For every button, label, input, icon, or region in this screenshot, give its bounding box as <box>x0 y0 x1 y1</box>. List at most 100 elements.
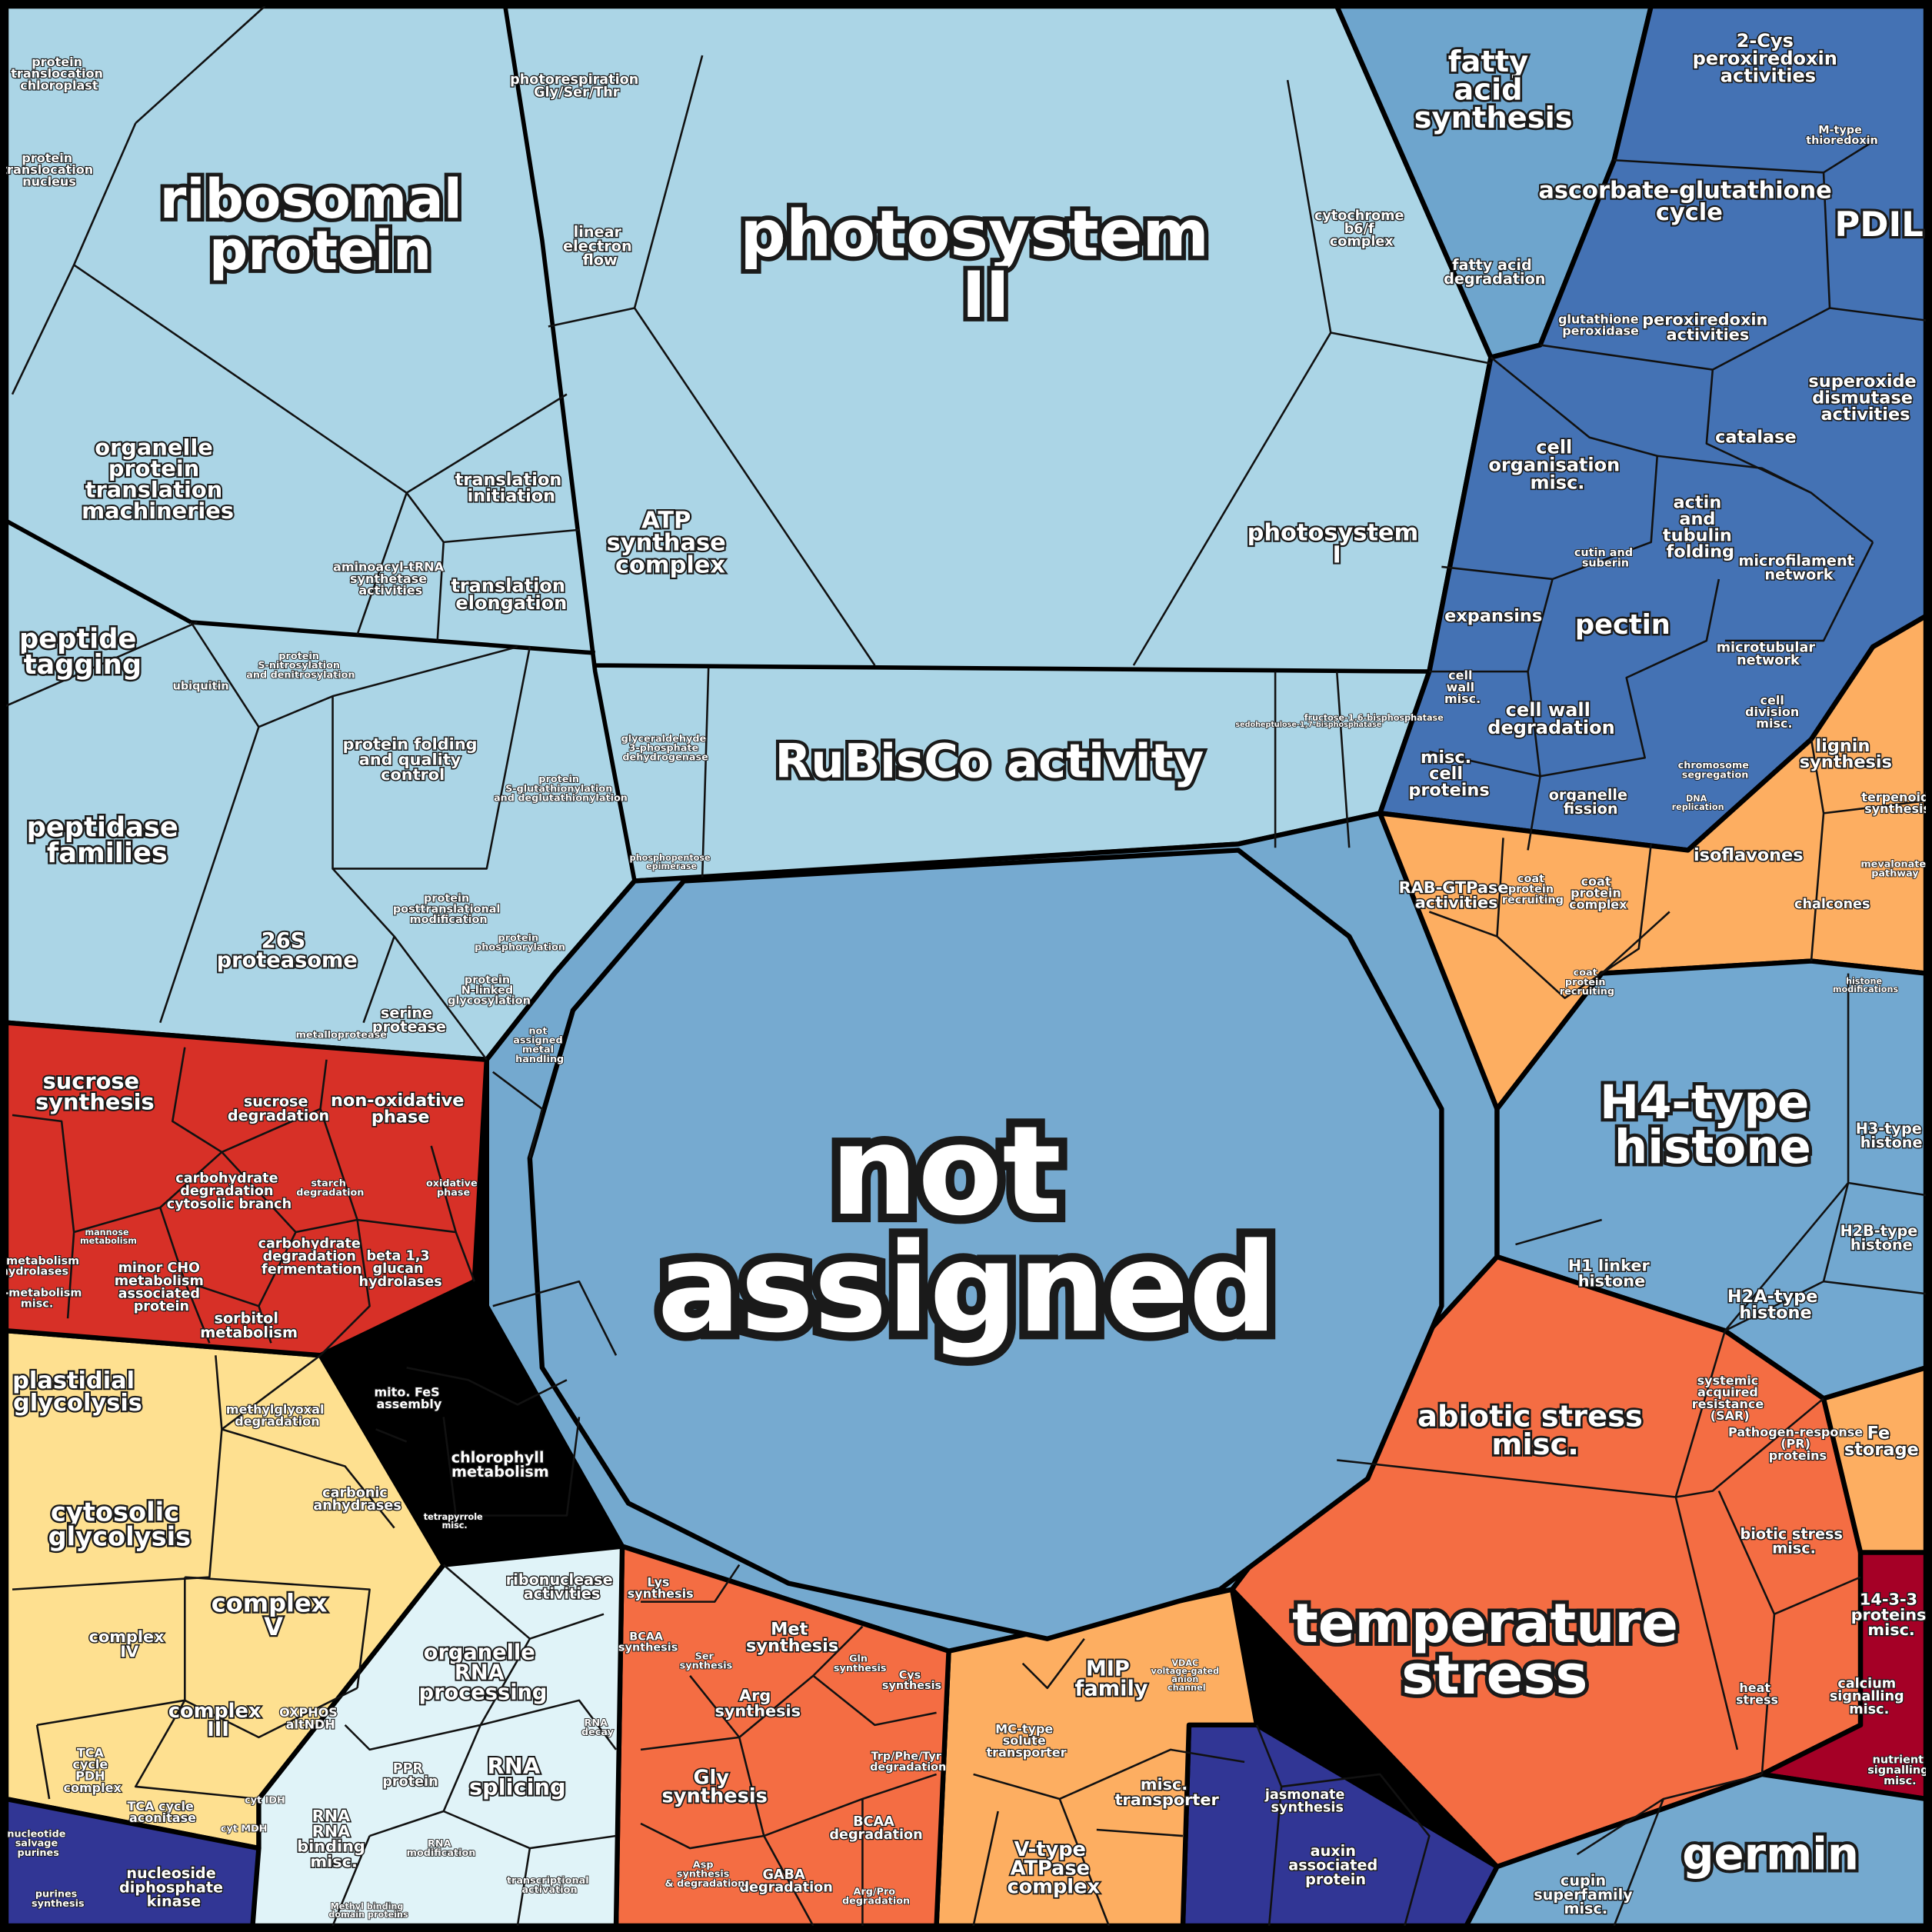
cell-label: M-type thioredoxin <box>1806 124 1878 147</box>
cell-label: ATP synthase complex <box>607 507 734 578</box>
cell-label: protein posttranslational modification <box>393 893 505 926</box>
cell-label: ribosomal protein <box>160 167 481 281</box>
cell-label: MIP family <box>1075 1657 1148 1700</box>
cell-label: catalase <box>1715 427 1797 447</box>
cell-edge <box>1428 739 1927 999</box>
cell-label: nutrient signalling misc. <box>1867 1754 1932 1787</box>
cell-label: carbohydrate degradation fermentation <box>258 1236 365 1277</box>
cell-label: calcium signalling misc. <box>1830 1676 1909 1717</box>
cell-edge <box>331 1564 618 1927</box>
cell-label: BCAA synthesis <box>618 1631 678 1654</box>
cell-label: carbonic anhydrases <box>313 1485 401 1514</box>
cell-label: Cys synthesis <box>882 1669 941 1692</box>
cell-label: peptidase families <box>27 811 188 868</box>
cell-label: microfilament network <box>1738 551 1859 583</box>
cell-label: cutin and suberin <box>1574 547 1637 570</box>
cell-label: organelle fission <box>1549 785 1633 817</box>
cell-label: fructose-1,6-bisphosphatase <box>1304 713 1444 723</box>
cell-label: germin <box>1682 1827 1859 1880</box>
cell-label: terpenoid synthesis <box>1861 789 1932 815</box>
section-edge <box>0 5 1430 881</box>
cell-label: temperature stress <box>1292 1591 1697 1706</box>
cell-label: cell division misc. <box>1745 692 1804 730</box>
cell-edge <box>972 1637 1245 1927</box>
cell-label: protein translocation nucleus <box>1 150 97 188</box>
cell-edge <box>1515 973 1927 1332</box>
cell-label: RuBisCo activity <box>775 734 1204 788</box>
cell-label: glyceraldehyde 3-phosphate dehydrogenase <box>621 733 710 763</box>
cell-label: Ser synthesis <box>680 1651 733 1671</box>
cell-label: complex V <box>212 1589 336 1641</box>
cell-label: not assigned metal handling <box>513 1025 566 1065</box>
cell-label: C1-metabolism hydrolases <box>0 1255 83 1278</box>
cell-label: H2B-type histone <box>1840 1221 1923 1253</box>
cell-label: superoxide dismutase activities <box>1808 371 1922 425</box>
cell-label: linear electron flow <box>563 223 637 269</box>
cell-label: Pathogen-response (PR) proteins <box>1728 1424 1867 1462</box>
cell-label: PPR protein <box>382 1761 438 1790</box>
cell-label: plastidial glycolysis <box>12 1367 143 1416</box>
cell-label: mito. FeS assembly <box>374 1384 444 1411</box>
cell-label: chromosome segregation <box>1678 760 1753 781</box>
cell-label: metalloprotease <box>296 1029 388 1041</box>
cell-edge <box>12 1047 475 1357</box>
cell-label: BCAA degradation <box>829 1814 922 1843</box>
cell-label: protein S-glutathionylation and deglutat… <box>494 774 628 804</box>
cell-label: ribonuclease activities <box>506 1571 618 1602</box>
cell-edge <box>375 1071 618 1517</box>
cell-label: GABA degradation <box>739 1867 832 1896</box>
cell-label: RNA splicing <box>469 1753 566 1800</box>
cell-label: microtubular network <box>1717 640 1820 668</box>
cell-label: 14-3-3 proteins misc. <box>1851 1590 1932 1639</box>
cell-label: organelle protein translation machinerie… <box>82 435 234 524</box>
cell-label: cell wall misc. <box>1444 668 1481 705</box>
cell-label: Arg synthesis <box>715 1687 801 1720</box>
cell-label: protein folding and quality control <box>343 735 483 784</box>
cell-label: sorbitol metabolism <box>200 1309 298 1341</box>
cell-label: H1 linker histone <box>1568 1257 1655 1291</box>
cell-label: MC-type solute transporter <box>986 1721 1066 1759</box>
cell-label: sucrose synthesis <box>35 1068 155 1114</box>
cell-label: VDAC voltage-gated anion channel <box>1151 1658 1222 1693</box>
cell-label: misc. cell proteins <box>1408 747 1489 800</box>
cell-label: not assigned <box>658 1099 1277 1360</box>
cell-label: auxin associated protein <box>1288 1842 1383 1888</box>
cell-label: cell wall degradation <box>1487 699 1614 738</box>
cell-label: jasmonate synthesis <box>1264 1787 1350 1816</box>
cell-label: Lys synthesis <box>628 1574 694 1601</box>
cell-label: Arg/Pro degradation <box>842 1886 910 1907</box>
cell-label: cupin superfamily misc. <box>1534 1871 1637 1917</box>
cell-edge <box>1255 1724 1763 1927</box>
cell-edge <box>1429 141 1927 851</box>
cell-label: transcriptional activation <box>507 1875 592 1896</box>
cell-label: cyt IDH <box>245 1794 285 1806</box>
cell-label: peroxiredoxin activities <box>1642 310 1773 344</box>
cell-label: coat protein recruiting <box>1560 967 1614 997</box>
cell-label: complex III <box>168 1700 268 1741</box>
cell-label: pectin <box>1575 609 1671 641</box>
cell-label: H2A-type histone <box>1727 1286 1824 1322</box>
cell-edge <box>0 5 1491 1061</box>
cell-label: protein translocation chloroplast <box>11 54 107 92</box>
cell-label: fatty acid degradation <box>1444 255 1545 287</box>
cell-label: TCA cycle aconitase <box>127 1798 198 1824</box>
cell-label: 2-Cys peroxiredoxin activities <box>1693 30 1844 87</box>
cell-label: C1-metabolism misc. <box>0 1287 85 1311</box>
cell-label: Methyl binding domain proteins <box>328 1901 408 1920</box>
cell-edge <box>1337 1330 1861 1775</box>
cell-label: sucrose degradation <box>228 1092 329 1124</box>
cell-label: protein S-nitrosylation and denitrosylat… <box>246 650 355 680</box>
cell-label: Fe storage <box>1844 1423 1919 1459</box>
cell-label: cytosolic glycolysis <box>48 1497 192 1551</box>
cell-label: Trp/Phe/Tyr degradation <box>870 1750 946 1774</box>
cell-label: protein phosphorylation <box>475 932 565 953</box>
cell-label: chlorophyll metabolism <box>451 1448 549 1480</box>
cell-edge <box>12 1354 395 1800</box>
cell-label: translation elongation <box>451 575 571 614</box>
cell-label: protein N-linked glycosylation <box>448 974 531 1007</box>
cell-label: non-oxidative phase <box>331 1091 470 1127</box>
cell-label: isoflavones <box>1694 844 1804 864</box>
cell-label: glutathione peroxidase <box>1558 311 1643 338</box>
cell-label: mevalonate pathway <box>1860 858 1929 879</box>
